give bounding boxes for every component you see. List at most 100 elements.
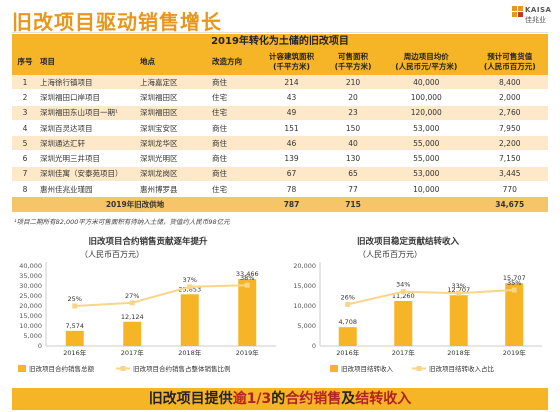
table-footnote: ¹项目二期所有82,000平方米可售面积有待纳入土储，货值约人民币98亿元	[14, 218, 230, 226]
table-cell: 深圳光明区	[138, 150, 210, 167]
banner-text-mid: 的	[271, 391, 286, 407]
banner-highlight-sales: 合约销售	[285, 391, 342, 407]
ratio-label: 34%	[396, 281, 410, 289]
table-cell: 商住	[210, 166, 258, 183]
ratio-marker	[129, 300, 135, 306]
y-tick-label: 25,000	[19, 292, 42, 300]
table-cell: 商住	[210, 75, 258, 91]
table-cell: 深圳福田区	[138, 89, 210, 106]
table-cell: 78	[258, 181, 326, 198]
table-total-row: 2019年旧改供地 787 715 34,675	[12, 196, 548, 213]
table-cell: 惠州佳兆业瑾园	[38, 181, 138, 198]
table-cell: 53,000	[381, 166, 472, 183]
y-tick-label: 15,000	[19, 312, 42, 320]
chart-subtitle: （人民币百万元）	[80, 250, 144, 259]
summary-banner: 旧改项目提供逾1/3的合约销售及结转收入	[12, 388, 548, 410]
x-tick-label: 2016年	[336, 348, 360, 357]
table-cell: 49	[258, 105, 326, 121]
table-cell: 上海徐行镇项目	[38, 75, 138, 91]
legend-line-label: 旧改项目合约销售占整体销售比例	[133, 364, 231, 373]
ratio-label: 37%	[183, 276, 197, 284]
table-row: 4 深圳百灵达项目 深圳宝安区 商住 151 150 53,000 7,950	[12, 120, 548, 137]
header-divider	[12, 32, 548, 33]
chart-bar	[338, 327, 357, 346]
ratio-label: 35%	[507, 279, 521, 287]
bar-value-label: 33,466	[236, 270, 259, 278]
ratio-line	[347, 289, 515, 306]
header-direction: 改造方向	[210, 49, 258, 75]
y-tick-label: 20,000	[293, 262, 316, 270]
x-tick-label: 2018年	[447, 348, 471, 357]
table-cell: 3	[12, 105, 38, 121]
table-cell: 23	[325, 105, 382, 121]
recognized-revenue-chart: 旧改项目稳定贡献结转收入 （人民币百万元） 0 5,000 10,000 15,000 20…	[293, 236, 542, 373]
chart-bar	[505, 283, 524, 346]
total-label: 2019年旧改供地	[12, 196, 258, 213]
table-cell: 214	[258, 75, 326, 91]
ratio-marker	[72, 303, 78, 309]
table-cell: 43	[258, 89, 326, 106]
table-cell: 深圳福田口岸项目	[38, 89, 138, 106]
header-gfa: 计容建筑面积 (千平方米)	[258, 49, 326, 75]
table-row: 8 惠州佳兆业瑾园 惠州博罗县 住宅 78 77 10,000 770	[12, 181, 548, 198]
table-cell: 深圳百灵达项目	[38, 120, 138, 137]
table-cell: 210	[325, 75, 382, 91]
table-cell: 65	[325, 166, 382, 183]
x-tick-label: 2017年	[392, 348, 416, 357]
table-cell: 7	[12, 166, 38, 183]
table-cell: 6	[12, 150, 38, 167]
chart-bar	[180, 294, 199, 346]
table-cell: 深圳光明三井项目	[38, 150, 138, 167]
chart-bar	[123, 321, 142, 346]
x-tick-label: 2018年	[178, 348, 202, 357]
table-cell: 1	[12, 75, 38, 91]
table-cell: 7,950	[471, 120, 548, 137]
table-cell: 2,000	[471, 89, 548, 106]
x-tick-label: 2017年	[121, 348, 145, 357]
y-tick-label: 10,000	[19, 322, 42, 330]
table-cell: 151	[258, 120, 326, 137]
x-tick-label: 2019年	[236, 348, 260, 357]
y-tick-label: 10,000	[293, 302, 316, 310]
bar-value-label: 11,260	[392, 292, 415, 300]
table-cell: 55,000	[381, 135, 472, 152]
bar-value-label: 4,708	[338, 318, 357, 326]
table-cell: 46	[258, 135, 326, 152]
banner-text-and: 及	[341, 391, 356, 407]
table-cell: 商住	[210, 150, 258, 167]
legend-bar-label: 旧改项目合约销售总额	[29, 364, 95, 373]
y-tick-label: 5,000	[297, 322, 316, 330]
legend-bar-label: 旧改项目结转收入	[341, 364, 394, 373]
ratio-label: 26%	[341, 293, 355, 301]
table-cell: 2,200	[471, 135, 548, 152]
chart-subtitle: （人民币百万元）	[358, 250, 422, 259]
chart-bar	[449, 295, 468, 346]
ratio-marker	[456, 290, 462, 296]
table-row: 6 深圳光明三井项目 深圳光明区 商住 139 130 55,000 7,150	[12, 150, 548, 167]
y-tick-label: 35,000	[19, 272, 42, 280]
legend-bar-swatch	[18, 365, 26, 372]
total-area: 787	[258, 196, 326, 213]
header-no: 序号	[12, 49, 38, 75]
y-tick-label: 15,000	[293, 282, 316, 290]
legend-line-label: 旧改项目结转收入占比	[429, 364, 495, 373]
banner-text-pre: 旧改项目提供	[148, 391, 233, 407]
table-cell: 深圳通达汇轩	[38, 135, 138, 152]
chart-title: 旧改项目合约销售贡献逐年提升	[88, 236, 208, 247]
bar-value-label: 12,707	[447, 286, 470, 294]
header-project: 项目	[38, 49, 138, 75]
chart-bar	[65, 330, 84, 346]
table-cell: 惠州博罗县	[138, 181, 210, 198]
table-cell: 深圳龙华区	[138, 135, 210, 152]
table-cell: 40,000	[381, 75, 472, 91]
table-cell: 53,000	[381, 120, 472, 137]
ratio-label: 27%	[125, 292, 139, 300]
total-price	[381, 196, 472, 213]
table-cell: 10,000	[381, 181, 472, 198]
table-cell: 7,150	[471, 150, 548, 167]
table-cell: 150	[325, 120, 382, 137]
y-tick-label: 0	[38, 342, 42, 350]
table-cell: 139	[258, 150, 326, 167]
table-cell: 3,445	[471, 166, 548, 183]
header-sellable: 可售面积 (千平方米)	[325, 49, 382, 75]
